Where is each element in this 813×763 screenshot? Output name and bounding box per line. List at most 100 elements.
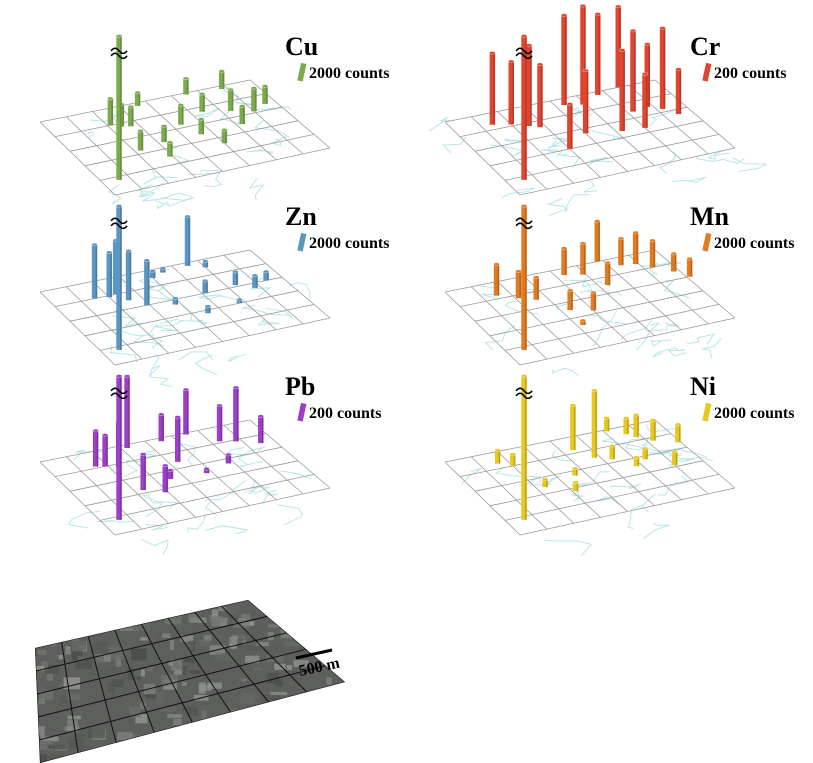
bar — [160, 267, 166, 273]
bar-cap — [573, 481, 579, 484]
road — [504, 139, 524, 141]
aerial-patch — [280, 713, 287, 723]
aerial-patch — [102, 612, 118, 617]
legend-bar — [300, 403, 304, 421]
aerial-patch — [32, 611, 45, 623]
aerial-patch — [142, 609, 159, 614]
aerial-patch — [89, 605, 96, 609]
aerial-patch — [176, 743, 188, 750]
aerial-patch — [83, 596, 99, 608]
road — [672, 177, 706, 182]
aerial-patch — [34, 637, 40, 643]
bar-cap — [263, 270, 269, 273]
grid-line — [70, 107, 282, 151]
aerial-patch — [173, 719, 181, 725]
bar — [618, 237, 624, 265]
bar-cap — [167, 141, 173, 144]
aerial-patch — [248, 718, 265, 724]
aerial-patch — [253, 667, 262, 671]
bar — [140, 453, 146, 490]
road — [69, 511, 100, 528]
bar — [202, 279, 208, 293]
bar — [128, 105, 134, 126]
bar-cap — [185, 215, 191, 218]
bar-cap — [494, 263, 500, 266]
bar — [561, 247, 567, 275]
bar — [228, 88, 234, 111]
bar-cap — [633, 231, 639, 234]
bar-cap — [258, 415, 264, 418]
aerial-patch — [35, 726, 45, 736]
element-label: Cu — [285, 32, 318, 61]
grid-line — [524, 106, 601, 177]
aerial-patch — [223, 738, 240, 745]
aerial-patch — [283, 624, 298, 632]
aerial-patch — [228, 619, 232, 624]
aerial-patch — [296, 624, 301, 628]
bar-cap — [610, 444, 616, 447]
aerial-patch — [284, 641, 301, 646]
bar-cap — [219, 70, 225, 73]
grid-line — [505, 474, 719, 520]
road — [557, 155, 579, 168]
bar-cap — [233, 386, 239, 389]
bar-cap — [510, 453, 516, 456]
bar — [205, 305, 211, 314]
bar — [233, 386, 239, 441]
aerial-patch — [46, 755, 64, 759]
grid-line — [460, 434, 671, 477]
aerial-patch — [287, 665, 292, 670]
bar — [135, 91, 141, 106]
aerial-patch — [241, 679, 246, 682]
road — [609, 484, 641, 489]
road — [196, 355, 217, 375]
bar-cap — [618, 237, 624, 240]
bar-cap — [92, 243, 98, 246]
aerial-patch — [35, 730, 39, 737]
aerial-patch — [174, 670, 182, 675]
road — [496, 467, 540, 483]
aerial-patch — [164, 597, 176, 607]
legend-label: 2000 counts — [714, 235, 794, 252]
aerial-patch — [167, 714, 182, 718]
grid-line — [445, 122, 520, 195]
bar — [263, 270, 269, 280]
bar — [494, 263, 500, 296]
bar — [580, 242, 586, 275]
road — [696, 158, 744, 163]
aerial-patch — [267, 751, 284, 755]
road — [179, 352, 213, 360]
road — [250, 178, 263, 200]
bar-cap — [128, 105, 134, 108]
road — [565, 195, 589, 213]
aerial-patch — [269, 751, 283, 754]
bar-cap — [521, 374, 527, 377]
element-label: Mn — [690, 202, 730, 231]
grid-line — [40, 122, 115, 195]
grid-line — [100, 474, 314, 520]
grid-line — [115, 318, 330, 365]
bar — [671, 252, 677, 271]
aerial-patch — [73, 734, 86, 737]
aerial-patch — [73, 597, 87, 608]
bar-cap — [623, 417, 629, 420]
bar — [650, 239, 656, 267]
bar — [508, 60, 514, 124]
grid-line — [475, 277, 687, 321]
aerial-patch — [131, 648, 147, 660]
bar — [605, 261, 611, 285]
bar-cap — [650, 239, 656, 242]
road — [90, 115, 118, 121]
bar — [233, 270, 239, 285]
road — [644, 523, 671, 538]
road — [153, 200, 169, 209]
bar — [251, 87, 257, 112]
aerial-patch — [52, 627, 60, 630]
grid-line — [505, 134, 719, 180]
bar-cap — [537, 63, 543, 66]
aerial-patch — [296, 625, 305, 632]
map-panel: Pb200 counts — [40, 372, 381, 555]
bar-cap — [672, 450, 678, 453]
bar-cap — [644, 43, 650, 46]
bar-cap — [173, 297, 179, 300]
